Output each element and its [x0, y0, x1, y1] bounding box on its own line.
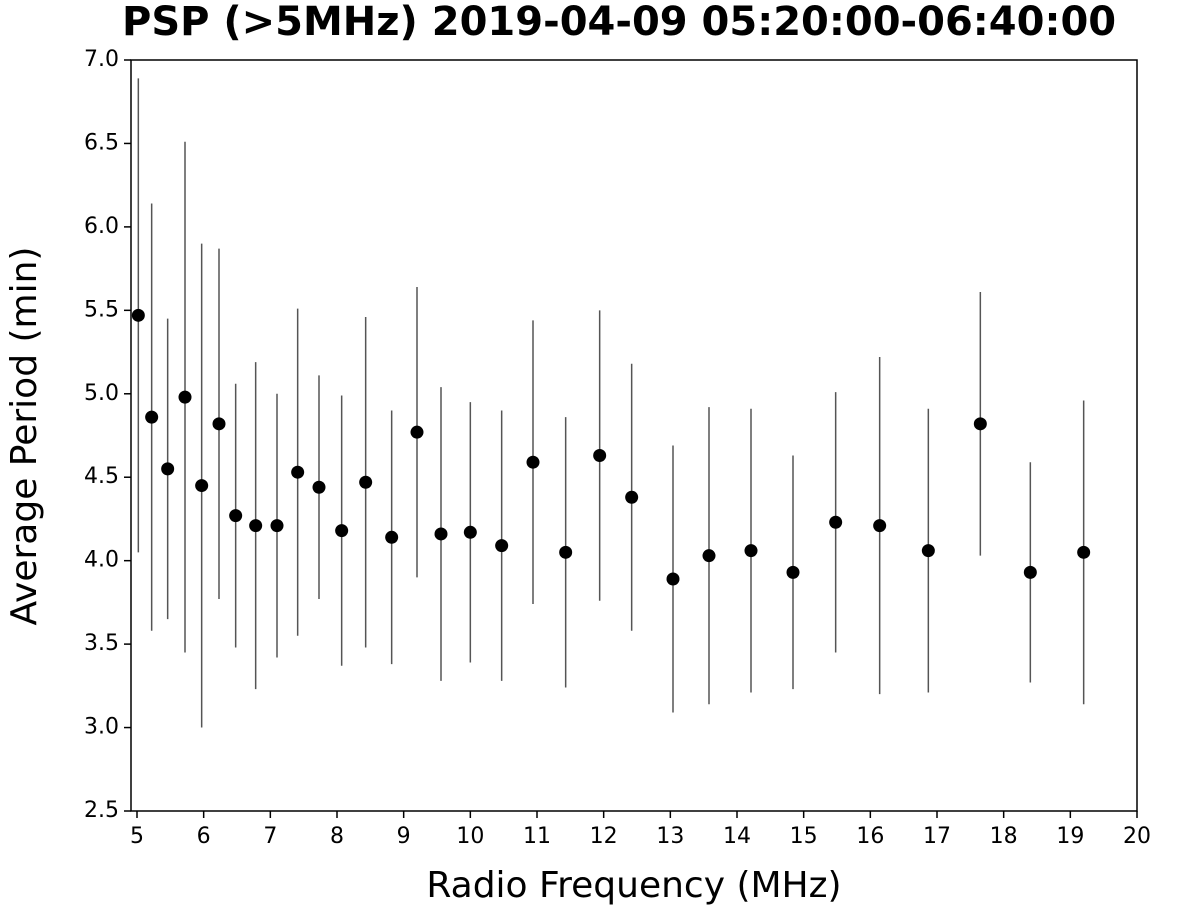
x-tick-label: 12	[590, 824, 618, 849]
data-point	[1023, 565, 1037, 579]
x-tick-label: 19	[1056, 824, 1084, 849]
y-tick-label: 6.0	[84, 214, 119, 239]
y-tick-label: 4.0	[84, 548, 119, 573]
x-tick-label: 10	[456, 824, 484, 849]
data-point	[161, 462, 175, 476]
data-point	[786, 565, 800, 579]
data-point	[335, 524, 349, 538]
data-point	[829, 515, 843, 529]
y-tick-label: 2.5	[84, 798, 119, 823]
x-tick-label: 7	[263, 824, 277, 849]
x-tick-label: 13	[656, 824, 684, 849]
y-tick-label: 4.5	[84, 464, 119, 489]
x-tick-label: 16	[856, 824, 884, 849]
data-point	[434, 527, 448, 541]
x-axis-label: Radio Frequency (MHz)	[426, 865, 841, 906]
y-tick-label: 5.5	[84, 297, 119, 322]
data-point	[873, 519, 887, 533]
y-tick-label: 7.0	[84, 47, 119, 72]
data-point	[145, 410, 159, 424]
x-tick-label: 17	[923, 824, 951, 849]
y-tick-label: 3.0	[84, 715, 119, 740]
data-point	[463, 525, 477, 539]
chart-title: PSP (>5MHz) 2019-04-09 05:20:00-06:40:00	[122, 0, 1116, 45]
data-point	[410, 425, 424, 439]
data-point	[249, 519, 263, 533]
y-tick-label: 3.5	[84, 631, 119, 656]
data-point	[973, 417, 987, 431]
data-point	[291, 465, 305, 479]
x-tick-label: 6	[197, 824, 211, 849]
data-point	[212, 417, 226, 431]
x-tick-label: 11	[523, 824, 551, 849]
data-point	[359, 475, 373, 489]
data-point	[385, 530, 399, 544]
x-tick-label: 20	[1123, 824, 1151, 849]
data-point	[593, 449, 607, 463]
y-axis-label: Average Period (min)	[4, 247, 45, 626]
x-tick-label: 15	[790, 824, 818, 849]
y-tick-label: 5.0	[84, 381, 119, 406]
x-tick-label: 8	[330, 824, 344, 849]
data-point	[702, 549, 716, 563]
data-point	[744, 544, 758, 558]
data-point	[270, 519, 284, 533]
data-point	[195, 479, 209, 493]
data-point	[131, 308, 145, 322]
data-point	[625, 490, 639, 504]
data-point	[666, 572, 680, 586]
x-tick-label: 9	[397, 824, 411, 849]
x-tick-label: 14	[723, 824, 751, 849]
data-point	[178, 390, 192, 404]
data-point	[526, 455, 540, 469]
data-point	[1077, 545, 1091, 559]
data-point	[312, 480, 326, 494]
plot-frame	[130, 59, 1138, 812]
y-tick-label: 6.5	[84, 130, 119, 155]
data-point	[229, 509, 243, 523]
x-tick-label: 18	[990, 824, 1018, 849]
x-tick-label: 5	[130, 824, 144, 849]
data-point	[495, 539, 509, 553]
data-point	[921, 544, 935, 558]
data-point	[559, 545, 573, 559]
